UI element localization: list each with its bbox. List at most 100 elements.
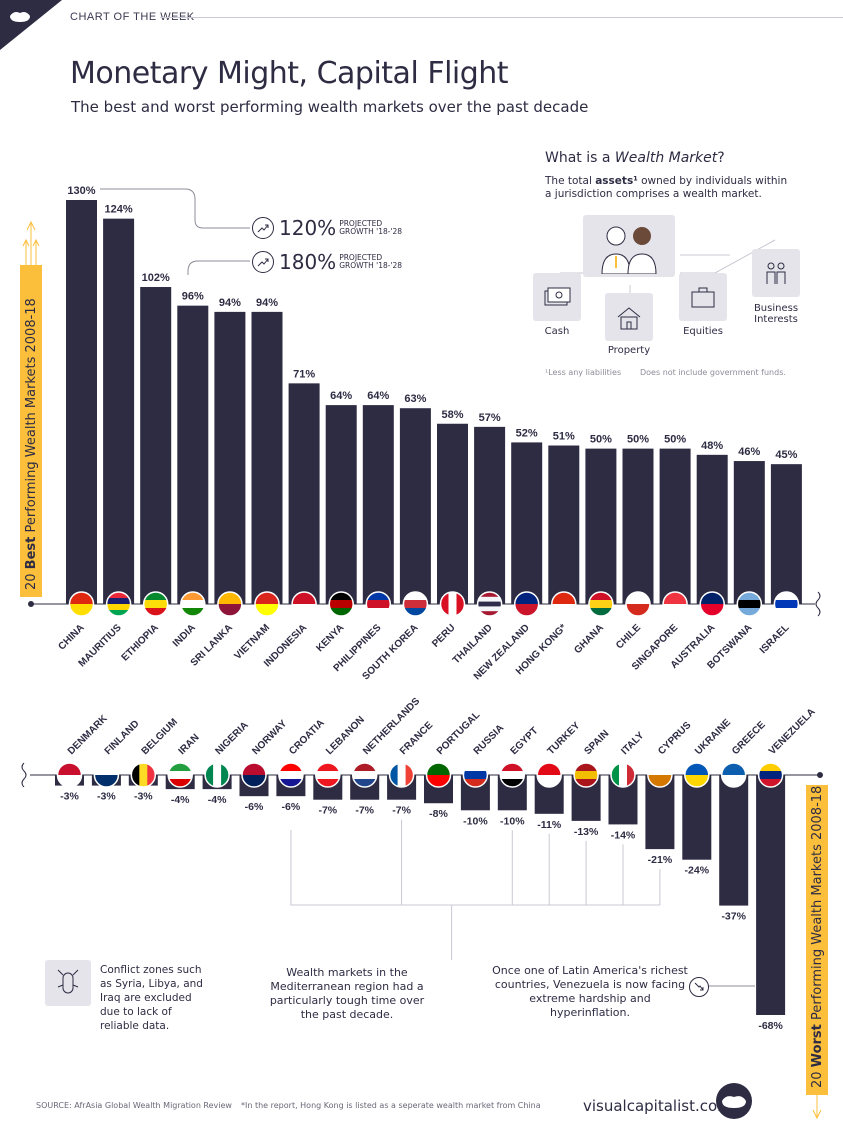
brand-url: visualcapitalist.com	[583, 1097, 732, 1115]
flag-vietnam-icon	[255, 592, 279, 616]
source-note: SOURCE: AfrAsia Global Wealth Migration …	[36, 1101, 232, 1110]
best-bar-value-label: 48%	[701, 440, 723, 452]
flag-ghana-icon	[588, 592, 613, 616]
best-country-label: ISRAEL	[758, 622, 792, 656]
best-bar	[288, 383, 320, 604]
business-interests-icon	[752, 249, 800, 297]
worst-country-label: ITALY	[619, 730, 646, 757]
worst-bar-value-label: -8%	[429, 808, 448, 820]
property-icon	[605, 293, 653, 341]
best-bar	[696, 454, 728, 604]
info-title: What is a Wealth Market?	[545, 150, 725, 166]
best-bar	[214, 311, 246, 604]
best-bar-value-label: 102%	[142, 272, 170, 284]
flag-belgium-icon	[131, 763, 156, 787]
flag-israel-icon	[774, 592, 799, 616]
best-country-label: CHILE	[614, 622, 643, 651]
flag-ethiopia-icon	[143, 592, 168, 616]
flag-indonesia-icon	[292, 592, 317, 616]
trend-up-icon	[252, 251, 274, 273]
arrow-up-icon	[26, 220, 36, 231]
best-bar	[622, 448, 654, 604]
best-bar	[362, 405, 394, 604]
conflict-zone-note: Conflict zones such as Syria, Libya, and…	[100, 964, 203, 1032]
worst-bar-value-label: -4%	[171, 794, 190, 806]
flag-venezuela-icon	[758, 763, 783, 787]
flag-turkey-icon	[537, 763, 562, 787]
best-bar	[659, 448, 691, 604]
worst-country-label: VENEZUELA	[767, 707, 818, 758]
best-country-label: ETHIOPIA	[120, 622, 161, 663]
best-bar-value-label: 58%	[441, 409, 463, 421]
worst-country-label: FRANCE	[398, 720, 435, 757]
trend-up-icon	[252, 217, 274, 239]
flag-botswana-icon	[737, 592, 762, 616]
worst-bar-value-label: -3%	[134, 791, 153, 803]
worst-bar	[719, 775, 749, 906]
flag-peru-icon	[440, 592, 465, 616]
flag-norway-icon	[242, 763, 266, 787]
best-bar	[399, 408, 431, 604]
venezuela-note: Once one of Latin America's richest coun…	[492, 964, 688, 1019]
best-bar	[177, 305, 209, 604]
footnote-liabilities: ¹Less any liabilities	[545, 368, 622, 377]
best-bar	[548, 445, 580, 604]
best-bar-value-label: 94%	[219, 297, 241, 309]
best-bar	[733, 461, 765, 604]
flag-lebanon-icon	[315, 763, 340, 787]
best-bar	[325, 405, 357, 604]
worst-bar-value-label: -10%	[500, 815, 525, 827]
worst-bar-value-label: -11%	[537, 819, 562, 831]
flag-italy-icon	[611, 763, 635, 787]
worst-side-label: 20 Worst Performing Wealth Markets 2008-…	[810, 786, 825, 1088]
flag-singapore-icon	[663, 592, 688, 616]
flag-france-icon	[389, 763, 414, 787]
flag-croatia-icon	[278, 763, 303, 787]
flag-netherlands-icon	[352, 763, 377, 787]
mediterranean-note: Wealth markets in the Mediterranean regi…	[269, 966, 425, 1021]
worst-country-label: LEBANON	[324, 714, 367, 757]
worst-bar-value-label: -68%	[758, 1020, 783, 1032]
best-bar-value-label: 64%	[330, 390, 352, 402]
worst-bar-value-label: -14%	[611, 829, 636, 841]
flag-kenya-icon	[329, 592, 354, 616]
best-bar	[474, 426, 506, 604]
flag-spain-icon	[574, 763, 599, 787]
conflict-zone-icon	[45, 960, 91, 1006]
brand-logo-icon	[716, 1083, 752, 1119]
worst-bar-value-label: -21%	[648, 854, 673, 866]
flag-australia-icon	[700, 592, 725, 616]
arrow-up-icon	[32, 238, 40, 247]
worst-bar-value-label: -4%	[208, 794, 227, 806]
flag-philippines-icon	[366, 592, 391, 616]
flag-cyprus-icon	[647, 763, 672, 787]
arrow-up-icon	[22, 238, 30, 247]
mediterranean-bracket	[290, 830, 660, 906]
cash-icon	[533, 273, 581, 321]
flag-hong-kong--icon	[551, 592, 576, 616]
flag-ukraine-icon	[684, 763, 709, 787]
worst-country-label: BELGIUM	[140, 717, 180, 757]
kicker: CHART OF THE WEEK	[70, 11, 195, 23]
equities-icon	[679, 273, 727, 321]
best-bar	[437, 423, 468, 604]
worst-country-label: IRAN	[177, 732, 202, 757]
best-bar-value-label: 50%	[664, 434, 686, 446]
projection-connectors	[100, 188, 250, 275]
page-title: Monetary Might, Capital Flight	[70, 56, 509, 91]
best-country-label: KENYA	[314, 622, 346, 654]
flag-mauritius-icon	[106, 592, 131, 616]
flag-finland-icon	[94, 763, 119, 787]
best-bar	[770, 464, 802, 604]
equities-label: Equities	[683, 326, 723, 337]
flag-russia-icon	[463, 763, 488, 787]
worst-bar-value-label: -37%	[721, 911, 746, 923]
flag-thailand-icon	[477, 592, 502, 616]
flag-new-zealand-icon	[514, 592, 539, 616]
flag-chile-icon	[626, 592, 650, 616]
worst-bar-value-label: -7%	[355, 805, 374, 817]
arrow-down-icon	[812, 1109, 822, 1120]
flag-china-icon	[69, 592, 94, 616]
trend-down-icon	[689, 977, 709, 997]
worst-country-label: NORWAY	[250, 718, 289, 757]
